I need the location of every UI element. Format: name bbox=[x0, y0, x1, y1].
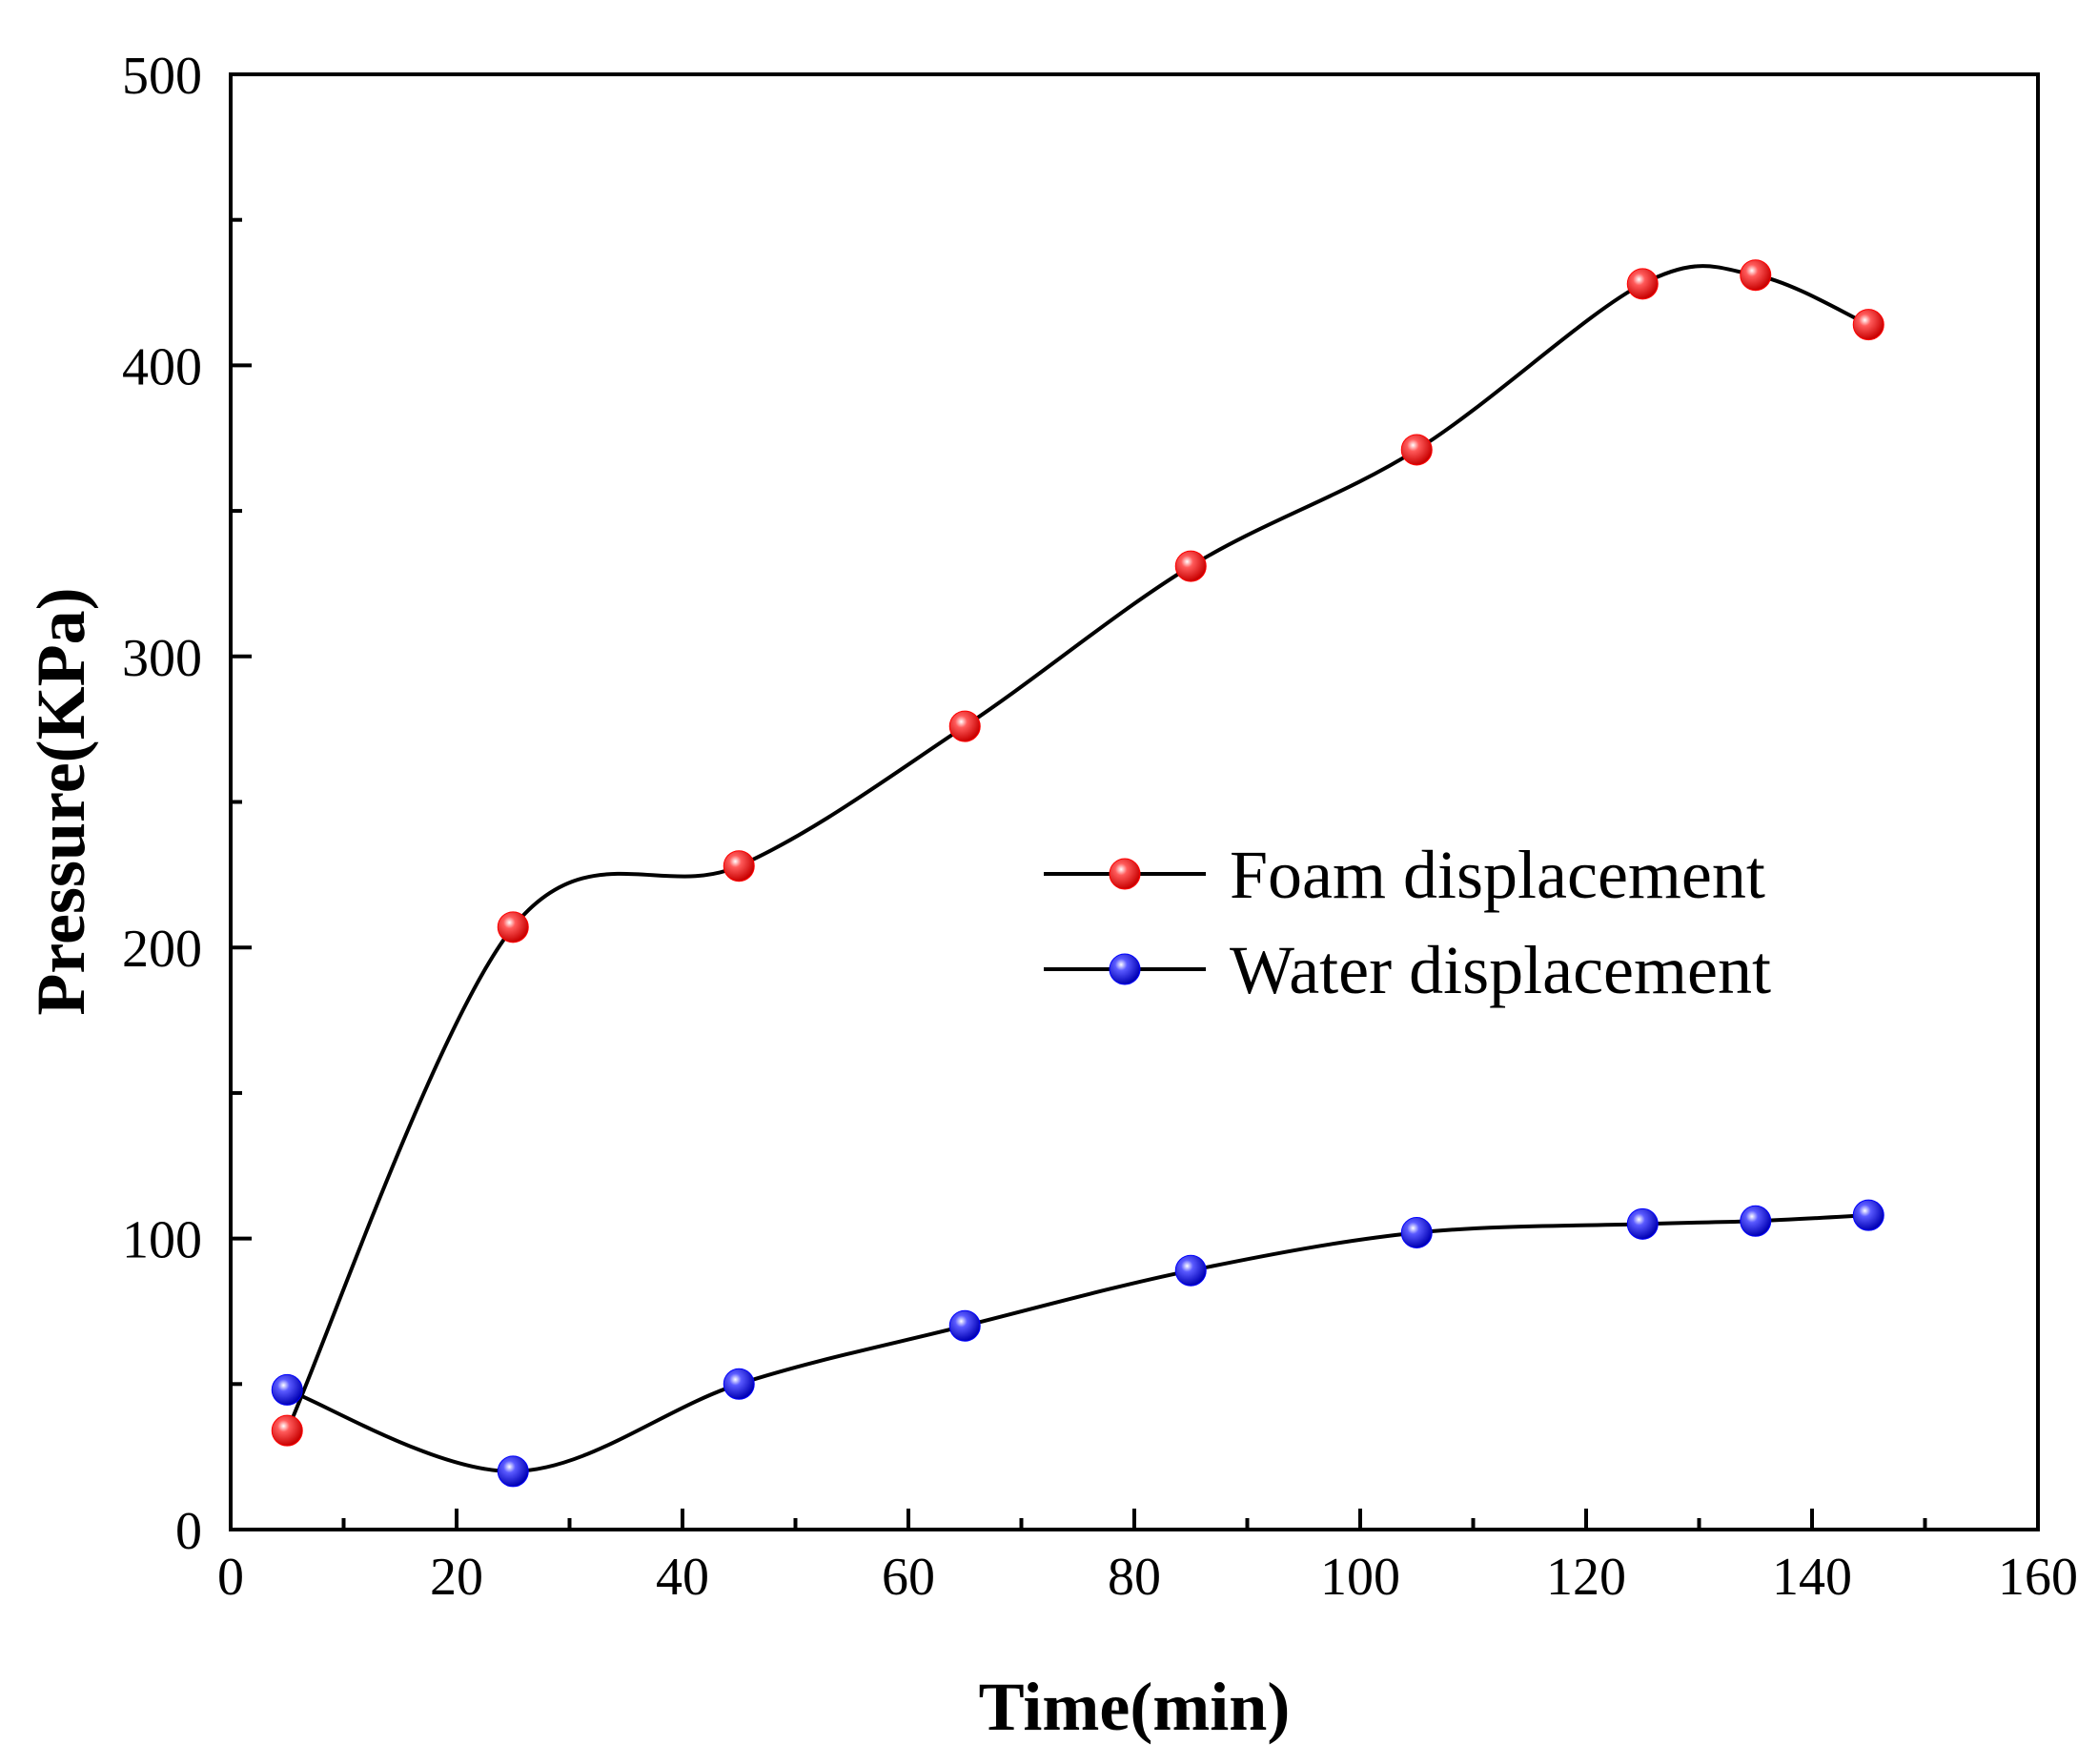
legend-marker-1 bbox=[1109, 858, 1141, 890]
x-tick-label: 0 bbox=[217, 1548, 244, 1607]
series-2-point bbox=[1174, 1254, 1207, 1287]
x-tick-label: 80 bbox=[1108, 1548, 1161, 1607]
series-1-point bbox=[1740, 259, 1772, 292]
series-2-point bbox=[948, 1309, 981, 1342]
x-tick-label: 160 bbox=[1998, 1548, 2078, 1607]
y-tick-label: 0 bbox=[175, 1502, 202, 1561]
axis-layer: 0 20 40 60 80 100 120 140 160 0 100 200 300 400 500 bbox=[122, 47, 2078, 1607]
legend-label-2: Water displacement bbox=[1230, 932, 1771, 1008]
series-1-point bbox=[948, 710, 981, 742]
series-2-point bbox=[1852, 1199, 1884, 1231]
x-tick-label: 100 bbox=[1320, 1548, 1400, 1607]
x-tick-label: 120 bbox=[1546, 1548, 1626, 1607]
series-1-point bbox=[1400, 434, 1433, 466]
series-1-point bbox=[1852, 309, 1884, 341]
y-tick-label: 100 bbox=[122, 1211, 202, 1270]
series-2-point bbox=[723, 1368, 755, 1400]
y-tick-label: 200 bbox=[122, 920, 202, 979]
series-line-2 bbox=[286, 1213, 1869, 1473]
x-tick-label: 40 bbox=[656, 1548, 709, 1607]
y-tick-label: 400 bbox=[122, 337, 202, 396]
y-tick-label: 300 bbox=[122, 629, 202, 688]
x-axis-title: Time(min) bbox=[979, 1669, 1291, 1745]
series-1-point bbox=[271, 1414, 303, 1447]
x-tick-label: 60 bbox=[882, 1548, 935, 1607]
x-tick-label: 20 bbox=[430, 1548, 483, 1607]
series-2-point bbox=[1400, 1216, 1433, 1248]
x-tick-label: 140 bbox=[1772, 1548, 1852, 1607]
series-1-point bbox=[1626, 268, 1659, 300]
legend: Foam displacement Water displacement bbox=[1044, 837, 1771, 1008]
plot-frame bbox=[229, 72, 2040, 1531]
y-axis-title: Pressure(KPa) bbox=[23, 587, 99, 1015]
series-2-point bbox=[271, 1373, 303, 1406]
series-2-point bbox=[1740, 1205, 1772, 1237]
series-1-point bbox=[497, 911, 529, 943]
y-tick-label: 500 bbox=[122, 47, 202, 106]
series-2-point bbox=[1626, 1207, 1659, 1240]
legend-marker-2 bbox=[1109, 953, 1141, 985]
legend-label-1: Foam displacement bbox=[1230, 837, 1765, 913]
series-1-point bbox=[1174, 550, 1207, 582]
series-1-point bbox=[723, 850, 755, 882]
series-2-point bbox=[497, 1455, 529, 1488]
series-layer bbox=[271, 259, 1884, 1488]
